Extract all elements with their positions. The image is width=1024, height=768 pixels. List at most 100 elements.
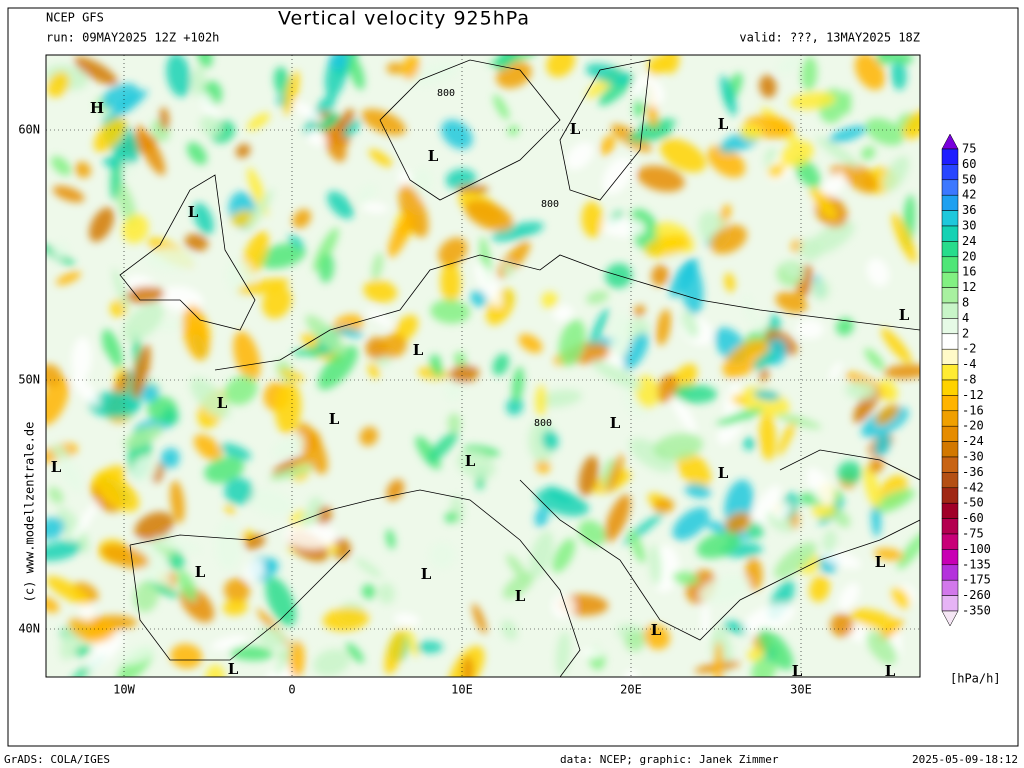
colorbar-box — [941, 364, 959, 381]
field-blob — [656, 309, 671, 346]
field-blob — [651, 264, 669, 287]
field-blob — [342, 119, 361, 138]
field: H L L L L L L L L L L L L L L L L L L L L 800 800 800 — [46, 55, 920, 680]
field-blob — [224, 477, 254, 505]
field-blob — [779, 141, 814, 168]
colorbar-box — [941, 225, 959, 242]
field-blob — [753, 350, 778, 370]
field-blob — [542, 430, 559, 451]
field-blob — [698, 575, 751, 604]
colorbar-label: -4 — [962, 357, 976, 371]
footer-timestamp: 2025-05-09-18:12 — [912, 753, 1018, 766]
field-blob — [864, 348, 885, 371]
colorbar-label: -16 — [962, 403, 984, 417]
field-blob — [883, 364, 920, 379]
field-blob — [153, 537, 201, 553]
field-blob — [672, 571, 699, 586]
field-blob — [842, 162, 878, 194]
field-blob — [890, 587, 910, 609]
field-blob — [284, 522, 338, 550]
field-blob — [337, 327, 364, 338]
field-blob — [876, 55, 893, 66]
pressure-center: L — [610, 414, 621, 432]
contour-label: 800 — [541, 199, 559, 210]
colorbar-box — [941, 256, 959, 273]
field-blob — [292, 346, 328, 356]
field-blob — [716, 408, 763, 427]
colorbar-box — [941, 210, 959, 227]
field-blob — [46, 517, 65, 540]
field-blob — [46, 596, 60, 613]
field-blob — [361, 202, 389, 214]
field-blob — [74, 56, 118, 86]
field-blob — [384, 629, 406, 675]
colorbar-label: 8 — [962, 296, 969, 310]
field-blob — [751, 655, 777, 677]
pressure-center: L — [188, 203, 199, 221]
field-blob — [74, 161, 91, 178]
pressure-center: L — [421, 565, 432, 583]
field-blob — [871, 488, 916, 514]
field-blob — [307, 496, 323, 513]
field-blob — [216, 519, 242, 571]
field-blob — [628, 125, 673, 143]
field-blob — [118, 646, 155, 665]
colorbar-label: 75 — [962, 142, 976, 156]
field-blob — [552, 304, 574, 322]
frame — [7, 7, 1019, 747]
colorbar-label: 60 — [962, 157, 976, 171]
colorbar-label: 4 — [962, 311, 969, 325]
lat-label: 40N — [18, 622, 40, 636]
field-blob — [821, 550, 862, 569]
field-blob — [57, 455, 84, 492]
field-blob — [606, 453, 624, 493]
field-blob — [865, 118, 904, 146]
field-blob — [354, 184, 377, 205]
field-blob — [472, 603, 487, 634]
field-blob — [51, 156, 72, 176]
field-blob — [837, 460, 862, 485]
pressure-center: H — [90, 99, 104, 117]
field-blob — [46, 364, 62, 387]
field-blob — [193, 202, 214, 235]
field-blob — [627, 528, 646, 564]
field-blob — [759, 75, 777, 98]
field-blob — [863, 465, 881, 510]
colorbar-label: 12 — [962, 280, 976, 294]
field-blob — [782, 261, 804, 279]
colorbar-label: 36 — [962, 203, 976, 217]
map-border — [45, 54, 921, 678]
field-blob — [789, 92, 836, 110]
field-blob — [233, 331, 261, 382]
field-blob — [798, 238, 822, 261]
field-blob — [269, 464, 315, 481]
field-blob — [828, 361, 843, 381]
field-blob — [891, 213, 917, 263]
field-blob — [883, 155, 910, 192]
graticule — [46, 55, 920, 677]
field-blob — [125, 286, 165, 304]
pressure-center: L — [718, 115, 729, 133]
colorbar-box — [941, 271, 959, 288]
pressure-center: L — [792, 662, 803, 680]
lat-label: 50N — [18, 373, 40, 387]
field-blob — [507, 125, 520, 137]
field-blob — [582, 647, 603, 659]
field-blob — [141, 549, 168, 577]
field-blob — [720, 75, 737, 117]
field-blob — [743, 294, 756, 325]
field-blob — [622, 332, 649, 371]
field-blob — [244, 534, 266, 550]
lat-label: 60N — [18, 123, 40, 137]
colorbar-box — [941, 425, 959, 442]
field-blob — [448, 364, 480, 383]
field-blob — [592, 360, 642, 390]
field-blob — [464, 200, 514, 232]
field-blob — [634, 375, 659, 409]
colorbar-box — [941, 533, 959, 550]
field-blob — [71, 336, 92, 381]
field-blob — [633, 304, 646, 317]
footer-software: GrADS: COLA/IGES — [4, 753, 110, 766]
field-blob — [101, 329, 123, 369]
field-blob — [830, 613, 854, 637]
